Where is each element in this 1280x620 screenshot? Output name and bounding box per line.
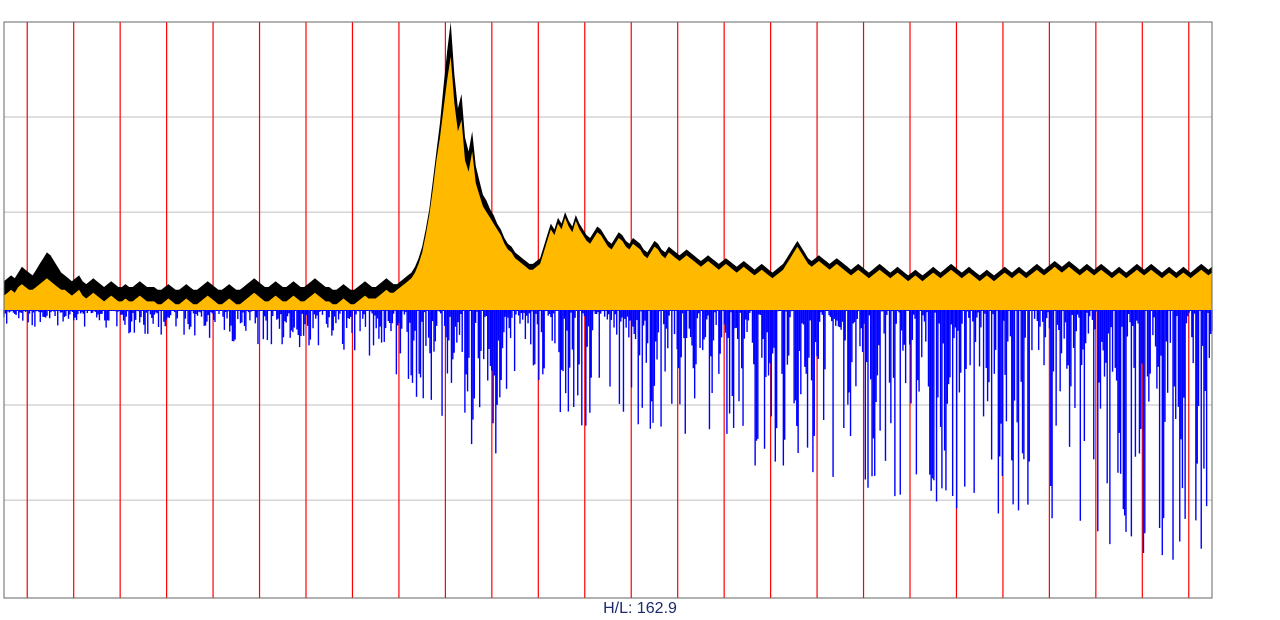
- chart-footer: H/L: 162.9: [0, 600, 1280, 618]
- stock-chart: SZ000878_5d 云南铜业（工业金属）（1998-06-02__2024-…: [0, 0, 1280, 620]
- chart-canvas: [0, 0, 1280, 620]
